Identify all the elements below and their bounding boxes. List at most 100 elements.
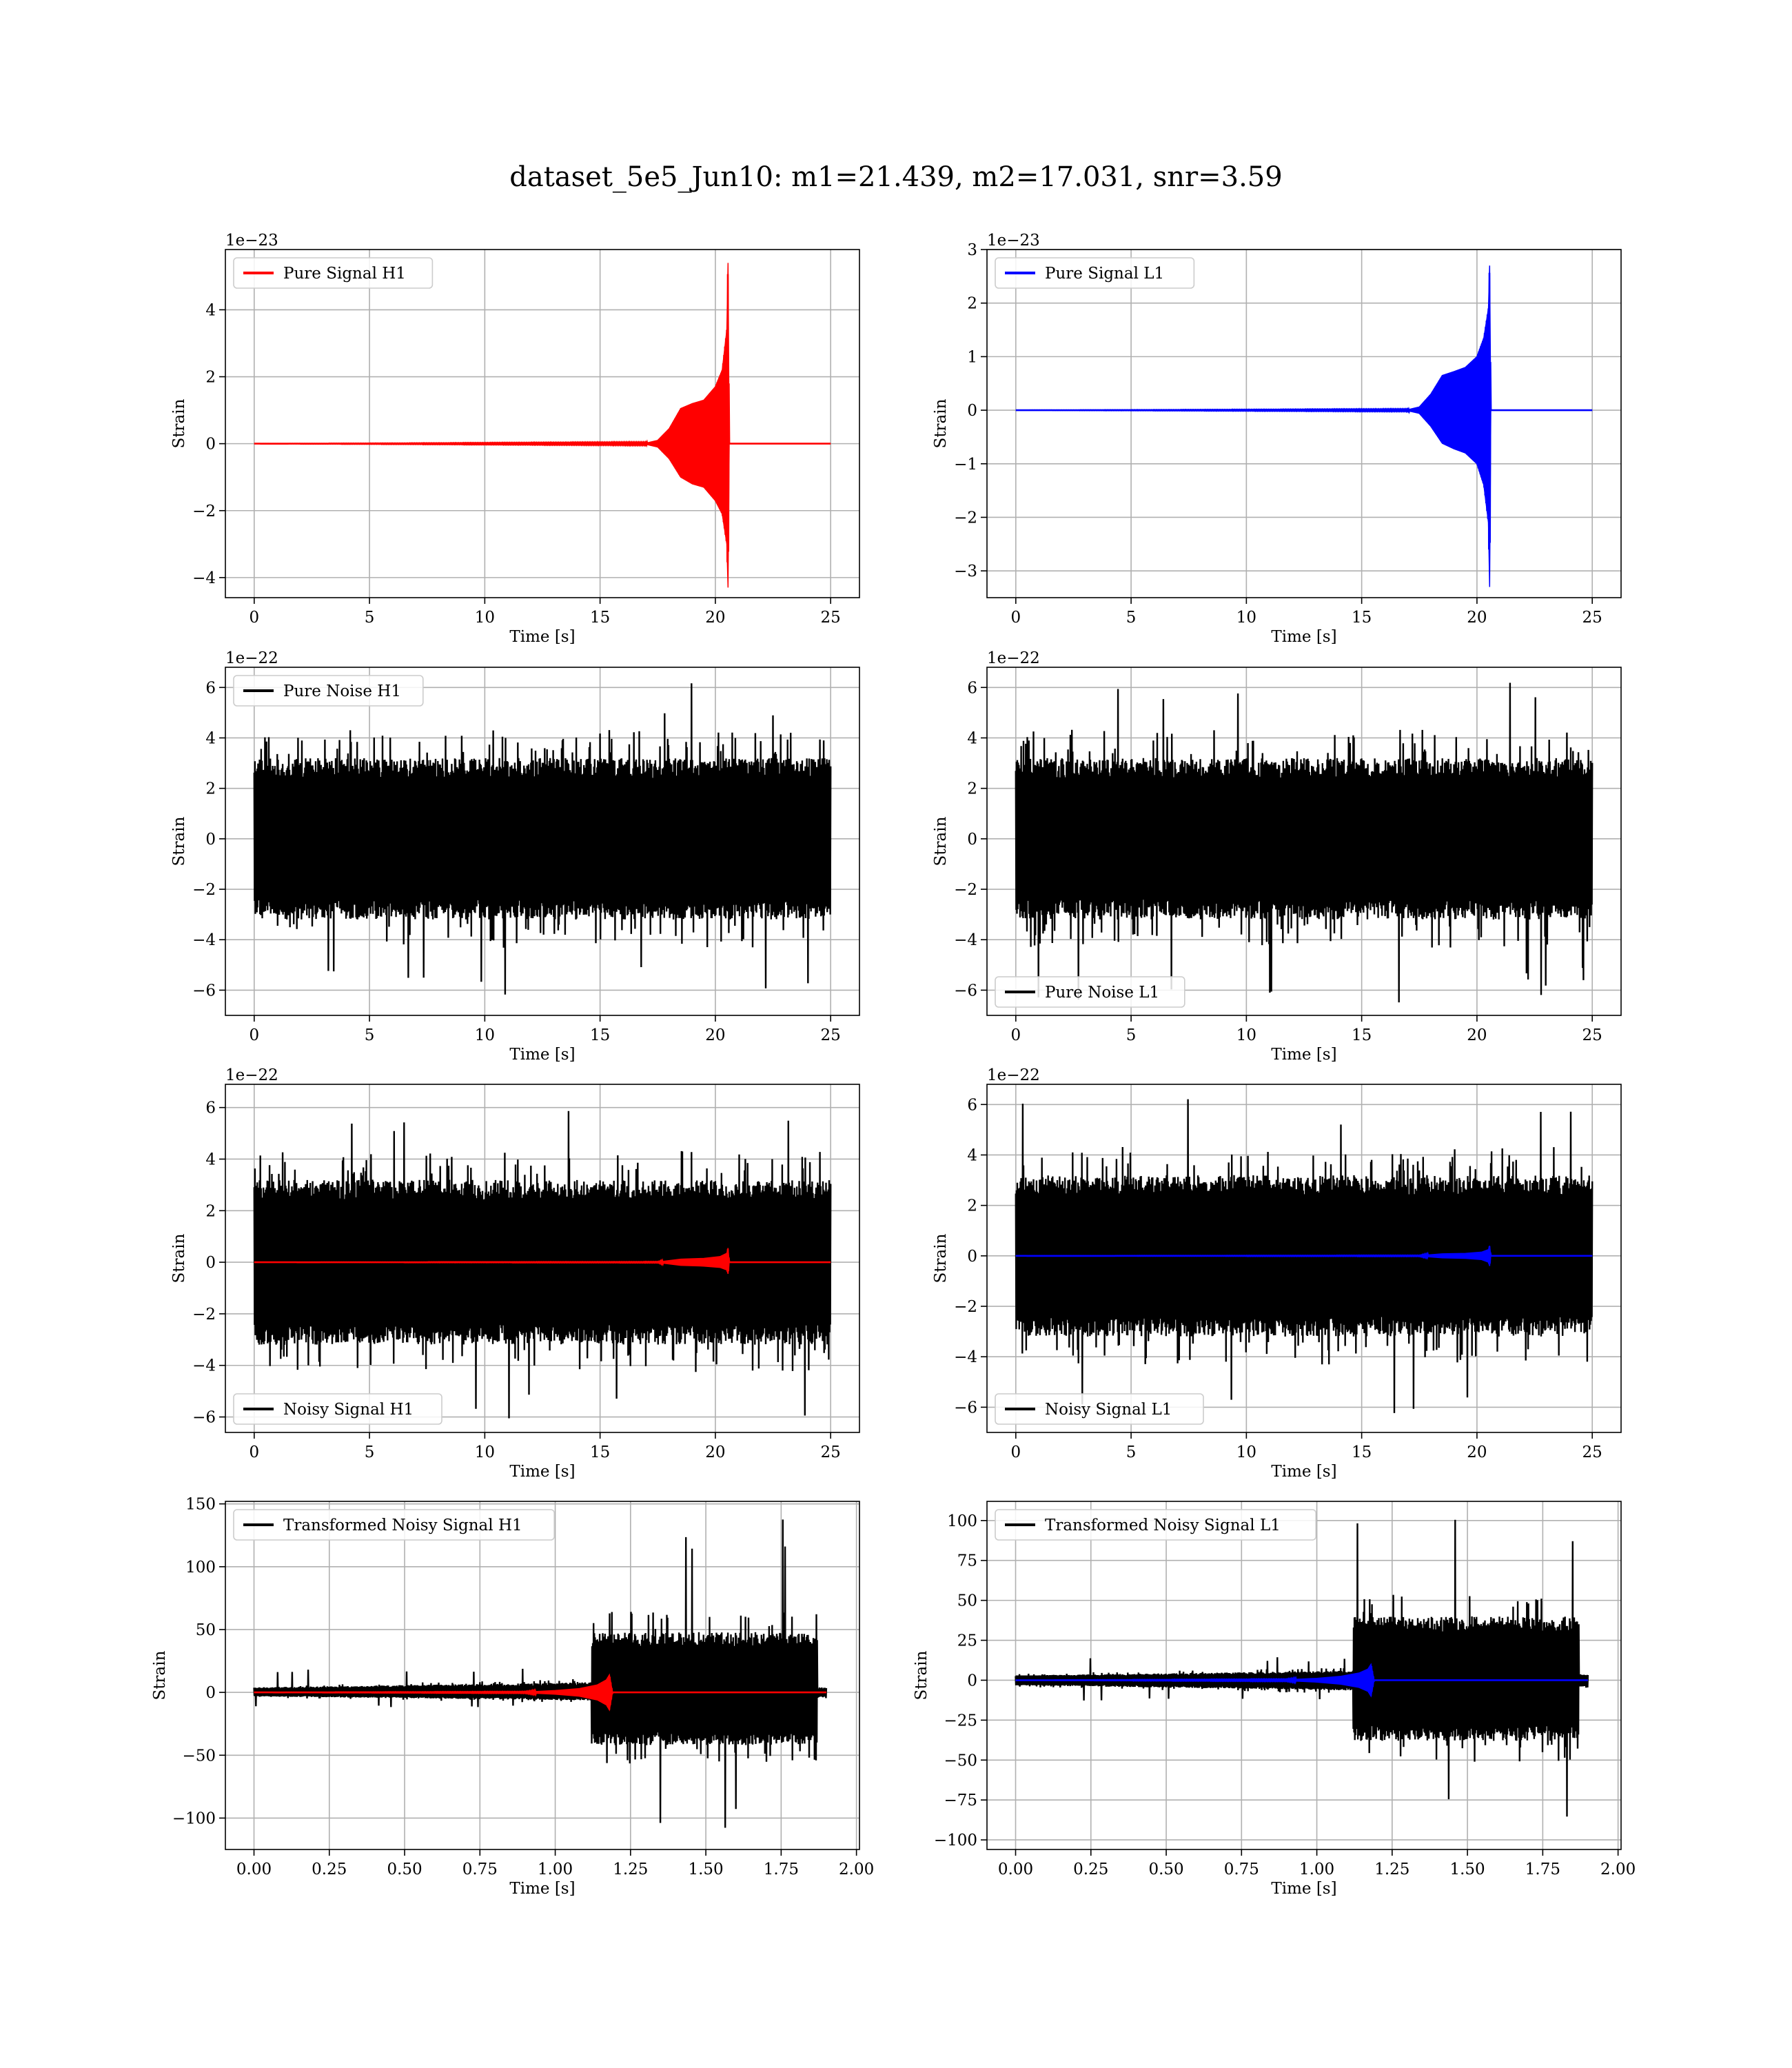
y-tick-label: −2 [192,881,216,899]
panel-pure-noise-l1: 0 5 10 15 20 25 −6 −4 −2 0 2 4 6 Time [s] Strain 1e−22 P… [932,649,1622,1064]
x-axis-label: Time [s] [1271,628,1336,646]
legend: Pure Noise L1 [995,976,1185,1008]
legend-box [995,976,1185,1008]
y-tick-label: −6 [192,1409,216,1427]
legend-box [233,1509,556,1541]
plot-area [254,263,831,588]
y-tick-label: −4 [192,1357,216,1375]
x-tick-label: 10 [1236,1443,1256,1461]
legend-label: Noisy Signal H1 [283,1401,414,1419]
x-tick-label: 15 [590,609,610,627]
legend: Noisy Signal H1 [233,1393,442,1425]
y-tick-label: 100 [185,1559,216,1577]
legend-label: Pure Signal L1 [1045,265,1164,283]
series-envelope-pure-signal-h1-0 [254,263,831,588]
series-band-transformed-noisy-signal-h1-0 [597,1662,815,1719]
series-line-transformed-noisy-signal-h1-0 [253,1519,828,1828]
x-tick-label: 0.00 [998,1861,1033,1878]
legend: Pure Signal L1 [995,257,1195,289]
axes-frame [986,249,1622,598]
legend: Pure Noise H1 [233,675,424,707]
y-tick-label: 2 [967,295,977,313]
y-tick-label: 0 [205,1254,216,1272]
x-tick-label: 15 [1352,609,1372,627]
legend: Transformed Noisy Signal L1 [995,1509,1317,1541]
series-line-noisy-signal-l1-0 [1015,1099,1594,1413]
x-tick-label: 5 [1126,1026,1137,1044]
x-tick-label: 0 [249,609,259,627]
series-band-pure-noise-h1-0 [254,794,831,884]
y-axis-label: Strain [170,398,188,448]
y-tick-label: 4 [205,301,216,319]
y-tick-label: −2 [192,1306,216,1324]
offset-text: 1e−22 [225,649,278,667]
y-tick-label: 1 [967,348,977,366]
y-tick-label: 2 [967,1197,977,1215]
series-envelope-noisy-signal-l1-1 [1015,1245,1593,1266]
y-axis-label: Strain [170,1233,188,1283]
y-tick-label: −75 [944,1792,977,1810]
axes-frame [225,1501,860,1850]
x-tick-label: 5 [365,609,375,627]
x-axis-label: Time [s] [509,1880,575,1898]
y-axis-label: Strain [913,1650,930,1700]
x-tick-label: 1.00 [538,1861,573,1878]
x-tick-label: 10 [475,609,495,627]
plot-area [1015,682,1594,1003]
series-line-pure-noise-h1-0 [253,683,832,995]
x-tick-label: 0.75 [1224,1861,1259,1878]
x-tick-label: 5 [365,1026,375,1044]
x-tick-label: 20 [705,1026,725,1044]
panel-pure-signal-l1: 0 5 10 15 20 25 −3 −2 −1 0 1 2 3 Time [s] Strain 1e−23 P… [932,232,1622,646]
x-tick-label: 2.00 [839,1861,874,1878]
plot-area [253,1111,832,1419]
y-tick-label: 0 [967,402,977,420]
y-tick-label: −3 [954,562,977,580]
y-tick-label: −6 [954,1399,977,1417]
axes-frame [225,1084,860,1433]
axes-frame [225,667,860,1016]
y-axis-label: Strain [170,816,188,866]
legend-box [233,675,424,707]
x-tick-label: 2.00 [1600,1861,1636,1878]
legend-label: Pure Signal H1 [283,265,406,283]
panel-noisy-signal-h1: 0 5 10 15 20 25 −6 −4 −2 0 2 4 6 Time [s] Strain 1e−22 N… [170,1066,860,1481]
panel-pure-signal-h1: 0 5 10 15 20 25 −4 −2 0 2 4 Time [s] Strain 1e−23 Pure… [170,232,860,646]
series-line-pure-noise-l1-0 [1015,682,1594,1003]
series-envelope-pure-signal-l1-0 [1015,265,1593,587]
x-tick-label: 25 [821,609,841,627]
x-tick-label: 0.75 [462,1861,498,1878]
y-tick-label: −4 [192,931,216,949]
y-tick-label: −2 [192,503,216,520]
series-envelope-transformed-noisy-signal-l1-1 [1015,1663,1588,1698]
y-tick-label: 0 [205,831,216,849]
y-tick-label: 75 [957,1552,977,1570]
legend-label: Transformed Noisy Signal H1 [283,1517,522,1534]
x-tick-label: 1.00 [1299,1861,1334,1878]
y-tick-label: 4 [967,1146,977,1164]
series-envelope-transformed-noisy-signal-h1-1 [254,1673,826,1712]
series-band-pure-noise-l1-0 [1015,794,1593,884]
panel-transformed-noisy-signal-h1: 0.00 0.25 0.50 0.75 1.00 1.25 1.50 1.75 2.00 −100… [151,1496,874,1898]
y-tick-label: −100 [172,1810,216,1827]
y-tick-label: 4 [205,729,216,747]
x-tick-label: 0 [249,1443,259,1461]
x-tick-label: 1.75 [1525,1861,1560,1878]
legend: Pure Signal H1 [233,257,434,289]
plot-area [1015,265,1593,587]
legend-label: Noisy Signal L1 [1045,1401,1172,1419]
y-tick-label: 2 [205,1202,216,1220]
y-axis-label: Strain [932,1233,950,1283]
axes-frame [225,249,860,598]
legend-box [995,1393,1204,1425]
x-tick-label: 25 [1582,1026,1602,1044]
legend: Transformed Noisy Signal H1 [233,1509,556,1541]
x-axis-label: Time [s] [1271,1046,1336,1064]
x-tick-label: 0.25 [1073,1861,1108,1878]
y-tick-label: −25 [944,1712,977,1730]
y-tick-label: −6 [192,982,216,1000]
x-tick-label: 20 [705,609,725,627]
y-tick-label: 50 [957,1592,977,1610]
offset-text: 1e−22 [225,1066,278,1084]
